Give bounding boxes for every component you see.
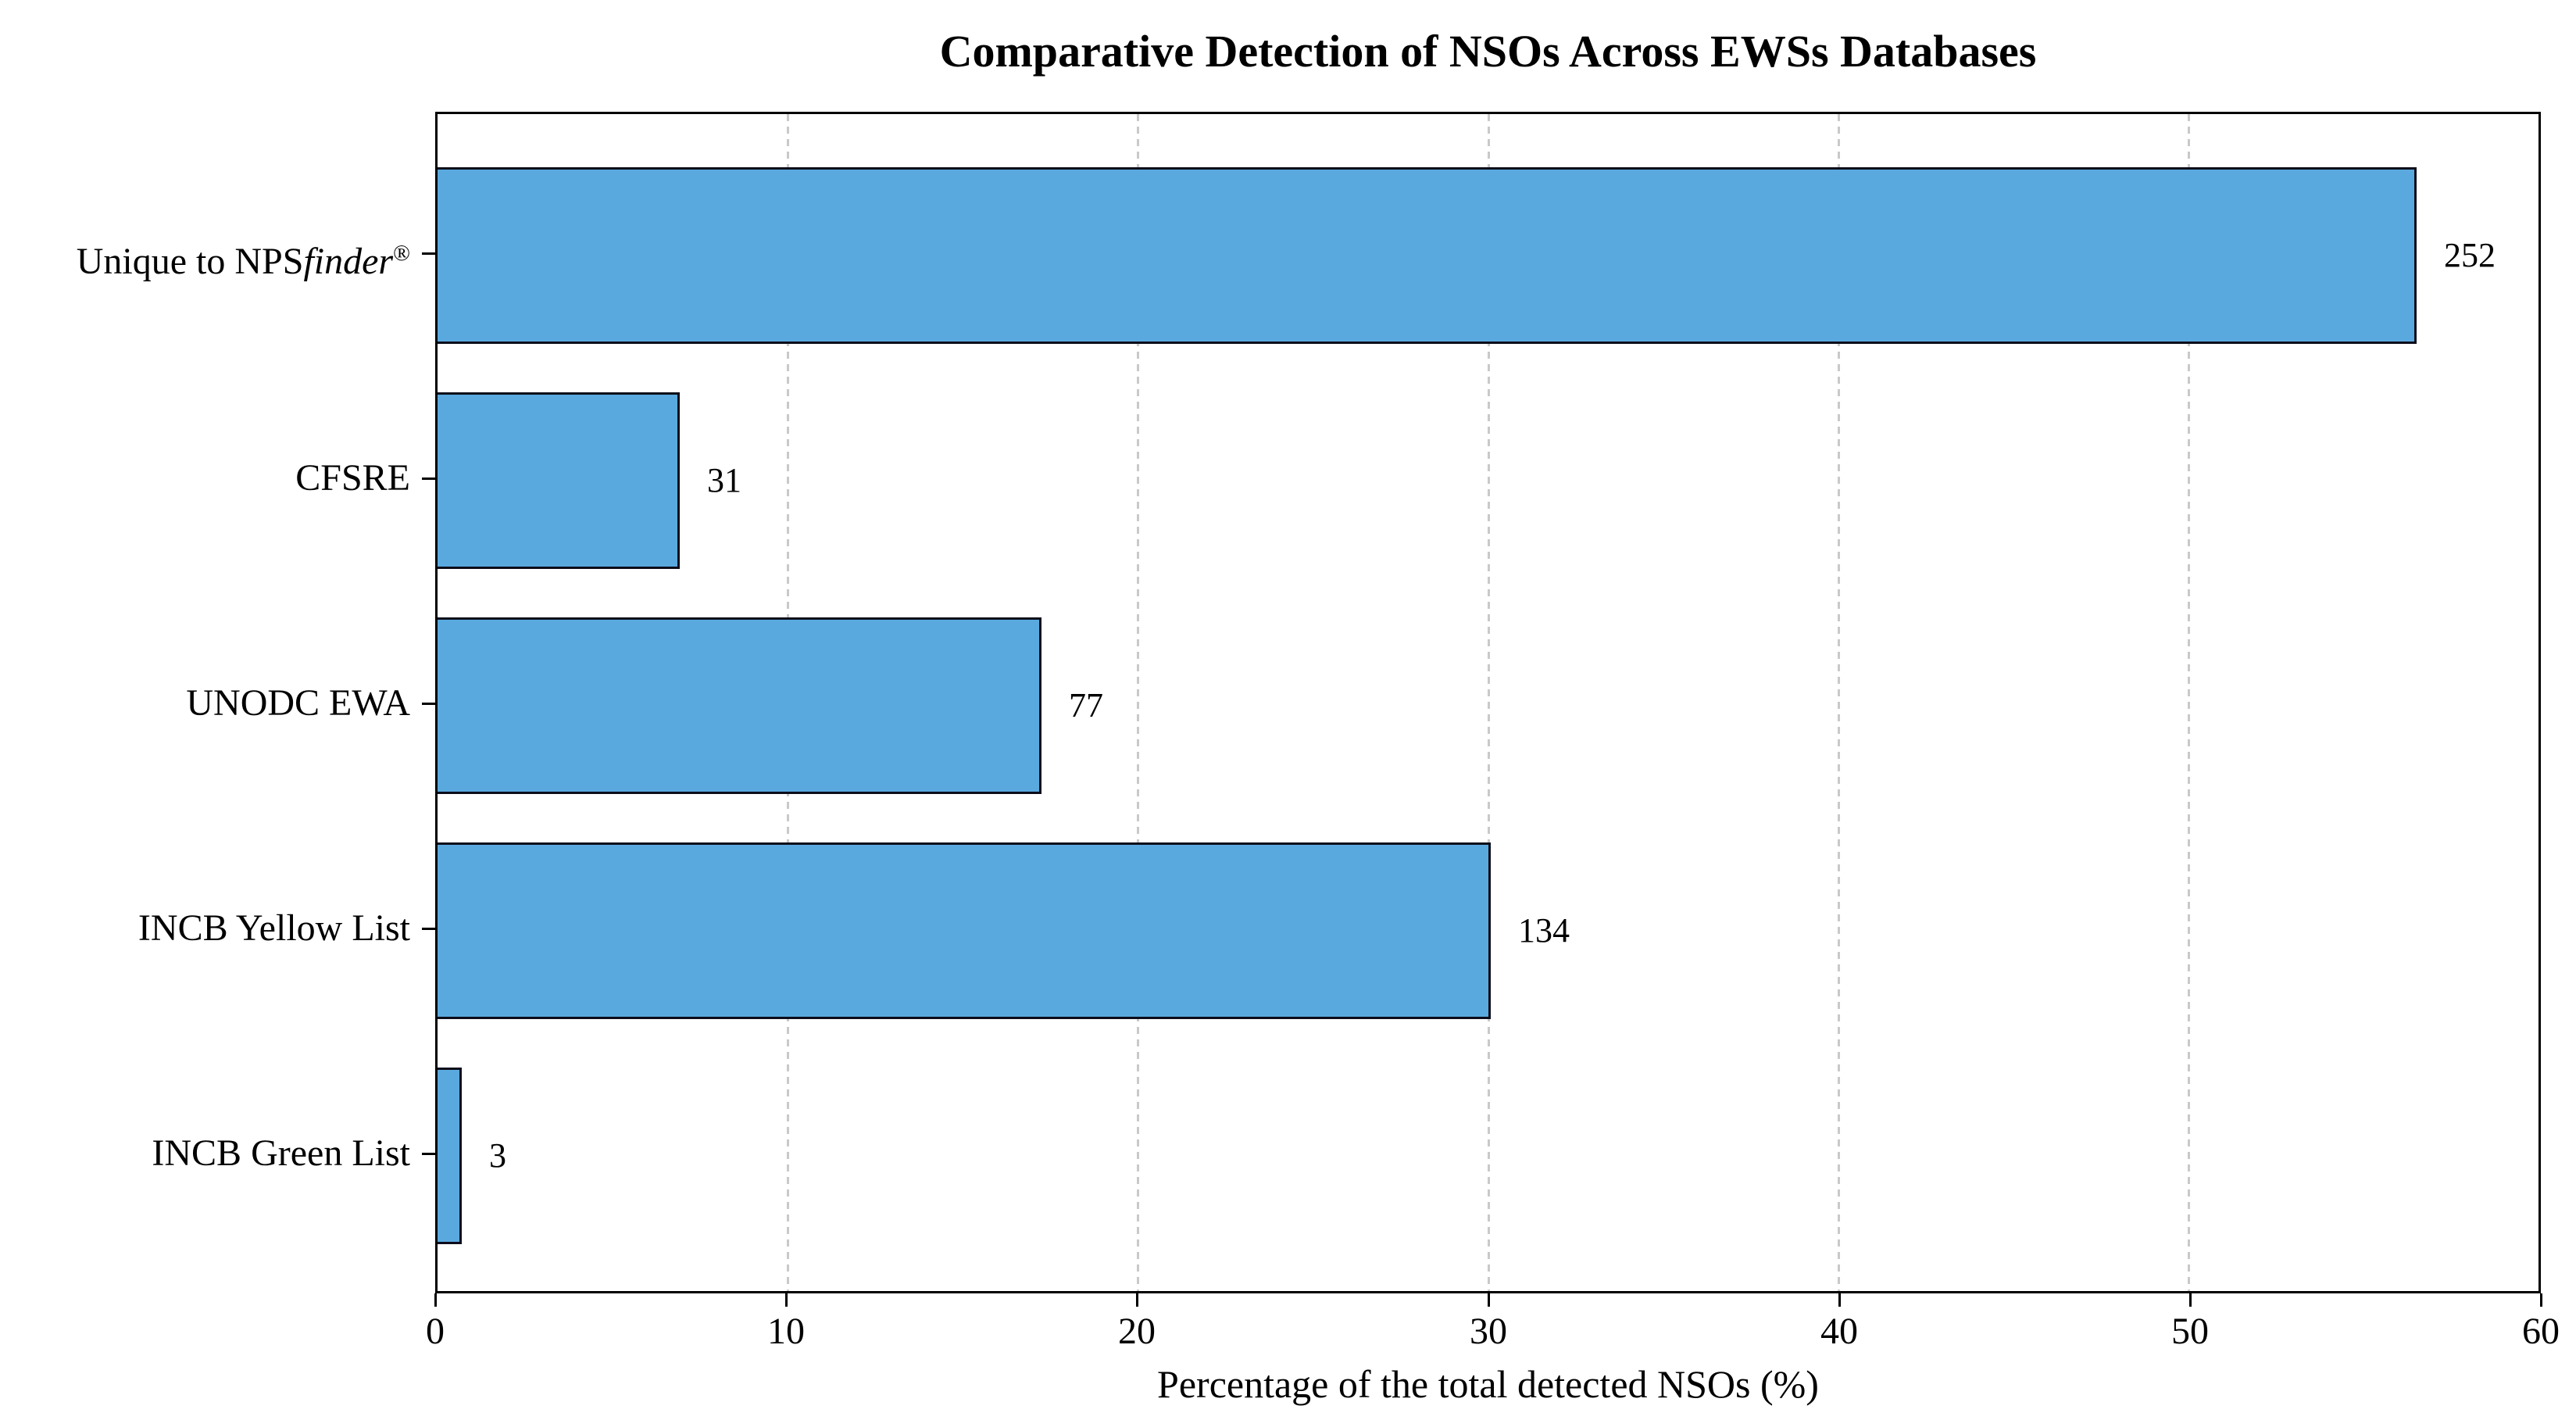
x-tick-label: 0 [426,1311,445,1352]
bar-2 [438,617,1041,794]
y-tick [422,252,435,255]
bar-value-label: 252 [2444,236,2496,274]
bar-value-label: 31 [707,461,741,499]
x-tick [434,1293,437,1307]
x-tick-label: 20 [1118,1311,1156,1352]
x-tick [2189,1293,2192,1307]
bar-4 [438,1068,462,1244]
x-tick [2540,1293,2542,1307]
y-tick-label: Unique to NPSfinder® [0,224,410,283]
y-tick [422,703,435,705]
y-tick-label-segment: INCB Yellow List [138,907,410,949]
gridline-x-40 [1837,114,1840,1291]
gridline-x-20 [1137,114,1140,1291]
x-tick-label: 60 [2522,1311,2560,1352]
y-tick-label: INCB Green List [0,1124,410,1183]
plot-area: 252 31 77 134 3 [435,112,2541,1293]
chart-title: Comparative Detection of NSOs Across EWS… [939,26,2037,77]
y-tick-label-segment: Unique to NPS [76,241,304,282]
y-tick [422,1153,435,1155]
x-tick [1136,1293,1138,1307]
bar-value-label: 77 [1069,686,1103,724]
y-tick [422,478,435,480]
gridline-x-30 [1487,114,1490,1291]
x-tick [1838,1293,1841,1307]
y-tick-label: CFSRE [0,449,410,508]
y-tick-label-segment: ® [393,241,410,266]
y-tick-label: INCB Yellow List [0,899,410,958]
x-tick-label: 50 [2171,1311,2209,1352]
x-tick-label: 10 [767,1311,805,1352]
gridline-x-50 [2187,114,2190,1291]
y-tick-label-segment: INCB Green List [152,1132,410,1174]
y-tick-label-segment: UNODC EWA [186,682,410,724]
x-tick [785,1293,788,1307]
x-tick-label: 40 [1820,1311,1858,1352]
y-tick [422,928,435,930]
bar-value-label: 3 [489,1136,506,1175]
x-tick-label: 30 [1470,1311,1507,1352]
bar-1 [438,392,680,569]
bar-value-label: 134 [1518,911,1570,950]
y-tick-label: UNODC EWA [0,674,410,733]
x-axis-label: Percentage of the total detected NSOs (%… [1157,1362,1819,1406]
y-tick-label-segment: finder [303,241,394,282]
bar-3 [438,842,1491,1019]
x-tick [1488,1293,1490,1307]
y-tick-label-segment: CFSRE [295,457,410,499]
bar-0 [438,167,2417,344]
